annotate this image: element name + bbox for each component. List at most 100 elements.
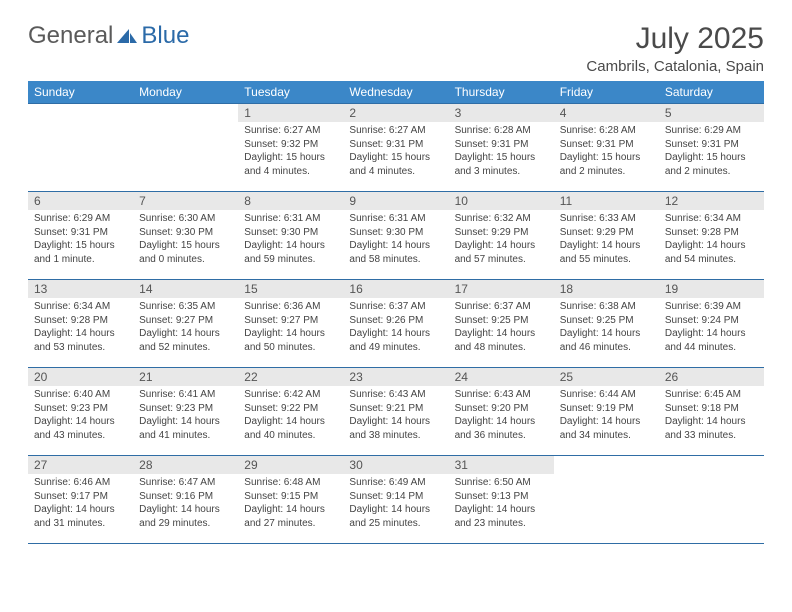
sunset-text: Sunset: 9:30 PM [349, 226, 442, 240]
sunrise-text: Sunrise: 6:48 AM [244, 476, 337, 490]
day-number: 10 [449, 192, 554, 210]
daylight-text: Daylight: 14 hours and 59 minutes. [244, 239, 337, 266]
sunrise-text: Sunrise: 6:37 AM [349, 300, 442, 314]
day-number: 11 [554, 192, 659, 210]
daylight-text: Daylight: 14 hours and 54 minutes. [665, 239, 758, 266]
sunrise-text: Sunrise: 6:30 AM [139, 212, 232, 226]
calendar-day-cell: 7Sunrise: 6:30 AMSunset: 9:30 PMDaylight… [133, 192, 238, 280]
daylight-text: Daylight: 15 hours and 1 minute. [34, 239, 127, 266]
calendar-day-cell: 1Sunrise: 6:27 AMSunset: 9:32 PMDaylight… [238, 104, 343, 192]
weekday-header: Thursday [449, 81, 554, 104]
daylight-text: Daylight: 14 hours and 29 minutes. [139, 503, 232, 530]
sunrise-text: Sunrise: 6:45 AM [665, 388, 758, 402]
sunset-text: Sunset: 9:18 PM [665, 402, 758, 416]
calendar-week-row: 20Sunrise: 6:40 AMSunset: 9:23 PMDayligh… [28, 368, 764, 456]
day-details: Sunrise: 6:36 AMSunset: 9:27 PMDaylight:… [238, 298, 343, 358]
day-number: 18 [554, 280, 659, 298]
sunset-text: Sunset: 9:16 PM [139, 490, 232, 504]
calendar-day-cell: 12Sunrise: 6:34 AMSunset: 9:28 PMDayligh… [659, 192, 764, 280]
sunset-text: Sunset: 9:20 PM [455, 402, 548, 416]
daylight-text: Daylight: 14 hours and 53 minutes. [34, 327, 127, 354]
sunrise-text: Sunrise: 6:31 AM [244, 212, 337, 226]
calendar-day-cell: 11Sunrise: 6:33 AMSunset: 9:29 PMDayligh… [554, 192, 659, 280]
daylight-text: Daylight: 14 hours and 25 minutes. [349, 503, 442, 530]
day-details: Sunrise: 6:34 AMSunset: 9:28 PMDaylight:… [659, 210, 764, 270]
weekday-header-row: Sunday Monday Tuesday Wednesday Thursday… [28, 81, 764, 104]
sunset-text: Sunset: 9:21 PM [349, 402, 442, 416]
calendar-day-cell: 22Sunrise: 6:42 AMSunset: 9:22 PMDayligh… [238, 368, 343, 456]
calendar-day-cell: 14Sunrise: 6:35 AMSunset: 9:27 PMDayligh… [133, 280, 238, 368]
day-details: Sunrise: 6:47 AMSunset: 9:16 PMDaylight:… [133, 474, 238, 534]
sunset-text: Sunset: 9:31 PM [560, 138, 653, 152]
day-number: 27 [28, 456, 133, 474]
sunrise-text: Sunrise: 6:43 AM [455, 388, 548, 402]
calendar-day-cell: 18Sunrise: 6:38 AMSunset: 9:25 PMDayligh… [554, 280, 659, 368]
calendar-week-row: 27Sunrise: 6:46 AMSunset: 9:17 PMDayligh… [28, 456, 764, 544]
sunrise-text: Sunrise: 6:27 AM [244, 124, 337, 138]
daylight-text: Daylight: 14 hours and 41 minutes. [139, 415, 232, 442]
day-number: 26 [659, 368, 764, 386]
day-details: Sunrise: 6:31 AMSunset: 9:30 PMDaylight:… [343, 210, 448, 270]
day-details: Sunrise: 6:28 AMSunset: 9:31 PMDaylight:… [449, 122, 554, 182]
calendar-day-cell: 23Sunrise: 6:43 AMSunset: 9:21 PMDayligh… [343, 368, 448, 456]
day-details: Sunrise: 6:48 AMSunset: 9:15 PMDaylight:… [238, 474, 343, 534]
page-title: July 2025 [586, 22, 764, 56]
day-number: 5 [659, 104, 764, 122]
day-details: Sunrise: 6:43 AMSunset: 9:20 PMDaylight:… [449, 386, 554, 446]
day-details: Sunrise: 6:41 AMSunset: 9:23 PMDaylight:… [133, 386, 238, 446]
sunrise-text: Sunrise: 6:31 AM [349, 212, 442, 226]
day-number: 4 [554, 104, 659, 122]
calendar-day-cell: 27Sunrise: 6:46 AMSunset: 9:17 PMDayligh… [28, 456, 133, 544]
day-details: Sunrise: 6:27 AMSunset: 9:32 PMDaylight:… [238, 122, 343, 182]
title-block: July 2025 Cambrils, Catalonia, Spain [586, 22, 764, 75]
sunset-text: Sunset: 9:17 PM [34, 490, 127, 504]
calendar-day-cell: 28Sunrise: 6:47 AMSunset: 9:16 PMDayligh… [133, 456, 238, 544]
sunrise-text: Sunrise: 6:43 AM [349, 388, 442, 402]
daylight-text: Daylight: 14 hours and 55 minutes. [560, 239, 653, 266]
sunset-text: Sunset: 9:23 PM [34, 402, 127, 416]
sunrise-text: Sunrise: 6:50 AM [455, 476, 548, 490]
sunrise-text: Sunrise: 6:29 AM [665, 124, 758, 138]
sunrise-text: Sunrise: 6:39 AM [665, 300, 758, 314]
daylight-text: Daylight: 15 hours and 4 minutes. [349, 151, 442, 178]
calendar-day-cell: 5Sunrise: 6:29 AMSunset: 9:31 PMDaylight… [659, 104, 764, 192]
sunrise-text: Sunrise: 6:34 AM [34, 300, 127, 314]
sunset-text: Sunset: 9:23 PM [139, 402, 232, 416]
daylight-text: Daylight: 14 hours and 50 minutes. [244, 327, 337, 354]
day-number: 29 [238, 456, 343, 474]
calendar-day-cell: 15Sunrise: 6:36 AMSunset: 9:27 PMDayligh… [238, 280, 343, 368]
sunrise-text: Sunrise: 6:36 AM [244, 300, 337, 314]
sunset-text: Sunset: 9:32 PM [244, 138, 337, 152]
day-number: 16 [343, 280, 448, 298]
calendar-week-row: 13Sunrise: 6:34 AMSunset: 9:28 PMDayligh… [28, 280, 764, 368]
day-number: 7 [133, 192, 238, 210]
logo: General Blue [28, 22, 189, 50]
day-number: 19 [659, 280, 764, 298]
weekday-header: Tuesday [238, 81, 343, 104]
daylight-text: Daylight: 14 hours and 27 minutes. [244, 503, 337, 530]
sunset-text: Sunset: 9:27 PM [244, 314, 337, 328]
daylight-text: Daylight: 14 hours and 36 minutes. [455, 415, 548, 442]
sunset-text: Sunset: 9:15 PM [244, 490, 337, 504]
sunset-text: Sunset: 9:28 PM [665, 226, 758, 240]
daylight-text: Daylight: 14 hours and 23 minutes. [455, 503, 548, 530]
sunset-text: Sunset: 9:25 PM [455, 314, 548, 328]
sunset-text: Sunset: 9:28 PM [34, 314, 127, 328]
calendar-day-cell: 9Sunrise: 6:31 AMSunset: 9:30 PMDaylight… [343, 192, 448, 280]
calendar-day-cell: 6Sunrise: 6:29 AMSunset: 9:31 PMDaylight… [28, 192, 133, 280]
sunrise-text: Sunrise: 6:28 AM [455, 124, 548, 138]
calendar-day-cell: 24Sunrise: 6:43 AMSunset: 9:20 PMDayligh… [449, 368, 554, 456]
sunset-text: Sunset: 9:29 PM [560, 226, 653, 240]
sunset-text: Sunset: 9:13 PM [455, 490, 548, 504]
sunset-text: Sunset: 9:31 PM [455, 138, 548, 152]
day-number: 1 [238, 104, 343, 122]
day-details: Sunrise: 6:31 AMSunset: 9:30 PMDaylight:… [238, 210, 343, 270]
sunset-text: Sunset: 9:31 PM [665, 138, 758, 152]
daylight-text: Daylight: 14 hours and 40 minutes. [244, 415, 337, 442]
sunset-text: Sunset: 9:30 PM [244, 226, 337, 240]
daylight-text: Daylight: 14 hours and 33 minutes. [665, 415, 758, 442]
calendar-day-cell: 3Sunrise: 6:28 AMSunset: 9:31 PMDaylight… [449, 104, 554, 192]
sunrise-text: Sunrise: 6:35 AM [139, 300, 232, 314]
day-details: Sunrise: 6:45 AMSunset: 9:18 PMDaylight:… [659, 386, 764, 446]
weekday-header: Monday [133, 81, 238, 104]
